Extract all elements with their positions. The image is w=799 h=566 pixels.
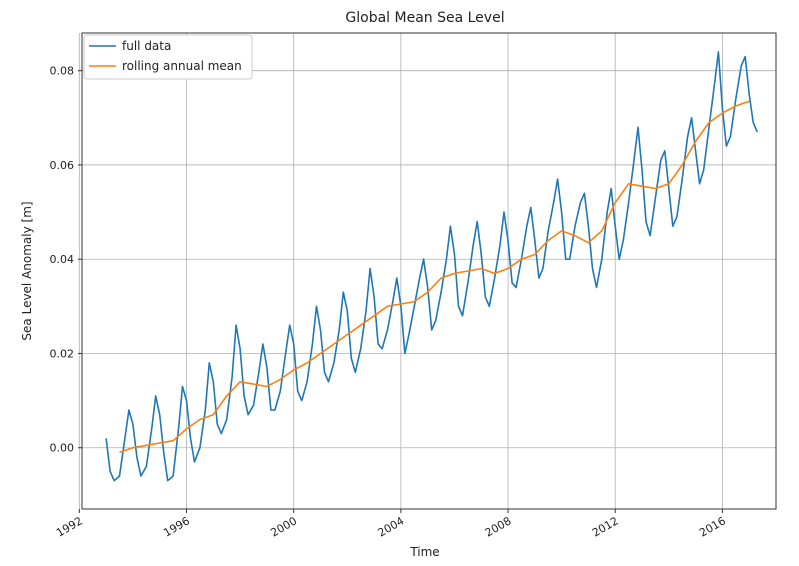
x-tick-label: 1992: [54, 514, 85, 539]
x-tick-label: 2004: [376, 514, 407, 539]
series-group: [105, 51, 758, 482]
y-tick-label: 0.02: [50, 347, 75, 360]
legend-box: [83, 34, 253, 80]
grid: [78, 33, 776, 509]
x-tick-label: 2008: [483, 514, 514, 539]
series-line-full-data: [105, 51, 758, 482]
plot-frame: [81, 32, 777, 510]
y-tick-label: 0.08: [50, 65, 75, 78]
legend-label-rolling-mean: rolling annual mean: [122, 59, 242, 73]
y-tick-label: 0.00: [50, 442, 75, 455]
y-tick-label: 0.04: [50, 253, 75, 266]
legend: full data rolling annual mean: [83, 34, 253, 80]
x-axis-title: Time: [409, 545, 439, 559]
x-tick-label: 2016: [697, 514, 728, 539]
chart-title: Global Mean Sea Level: [345, 10, 504, 26]
y-tick-label: 0.06: [50, 159, 75, 172]
y-axis-title: Sea Level Anomaly [m]: [20, 201, 34, 340]
y-axis: 0.00 0.02 0.04 0.06 0.08: [50, 65, 82, 455]
legend-label-full-data: full data: [122, 39, 171, 53]
x-tick-label: 2012: [590, 514, 621, 539]
x-axis: 1992 1996 2000 2004 2008 2012 2016: [54, 509, 728, 540]
x-tick-label: 1996: [161, 514, 192, 539]
series-line-rolling-mean: [119, 100, 750, 454]
x-tick-label: 2000: [268, 514, 299, 539]
